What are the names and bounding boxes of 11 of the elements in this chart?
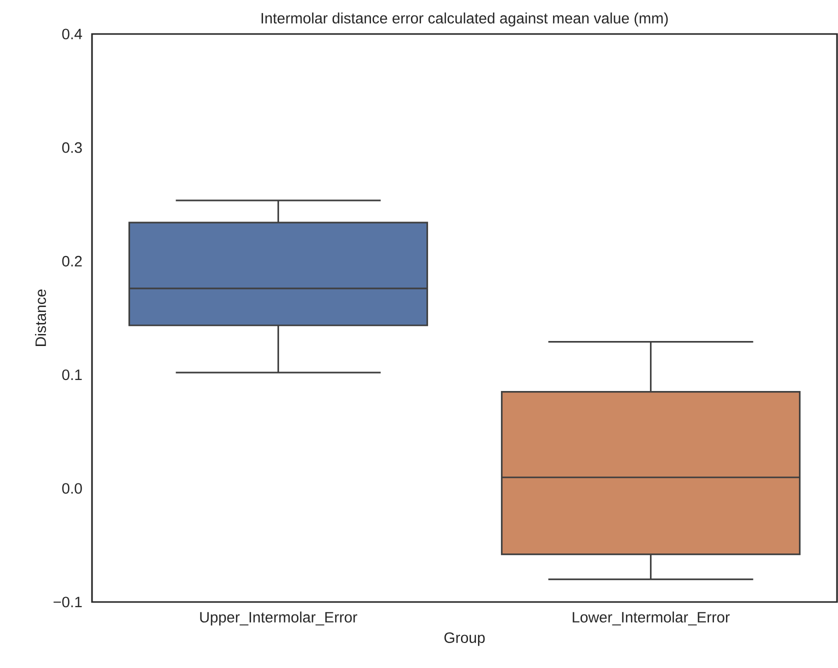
chart-title: Intermolar distance error calculated against mean value (mm) <box>262 12 668 26</box>
x-tick-label: Lower_Intermolar_Error <box>572 612 730 626</box>
y-axis-title: Distance <box>35 289 46 346</box>
y-tick-label: 0.0 <box>62 483 82 494</box>
y-tick-label: 0.2 <box>62 256 82 266</box>
y-tick-label: 0.3 <box>62 142 82 153</box>
y-tick-label: 0.4 <box>62 28 82 40</box>
y-tick-label: −0.1 <box>54 596 82 608</box>
y-tick-label: 0.1 <box>62 369 82 380</box>
x-tick-label: Upper_Intermolar_Error <box>200 612 358 626</box>
x-axis-title: Group <box>444 632 485 646</box>
